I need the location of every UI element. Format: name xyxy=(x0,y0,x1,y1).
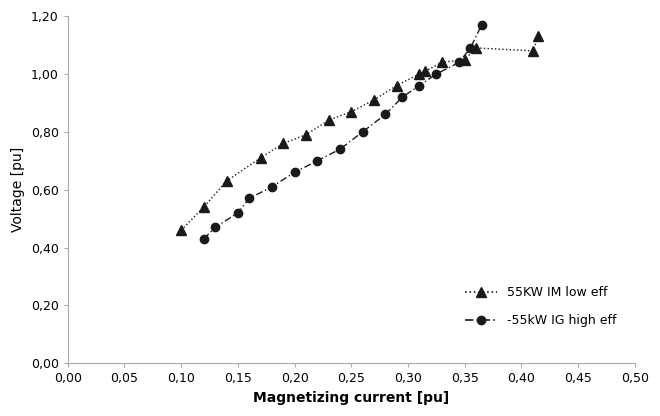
X-axis label: Magnetizing current [pu]: Magnetizing current [pu] xyxy=(253,391,449,405)
Legend: 55KW IM low eff, -55kW IG high eff: 55KW IM low eff, -55kW IG high eff xyxy=(453,274,628,340)
Y-axis label: Voltage [pu]: Voltage [pu] xyxy=(11,147,25,232)
